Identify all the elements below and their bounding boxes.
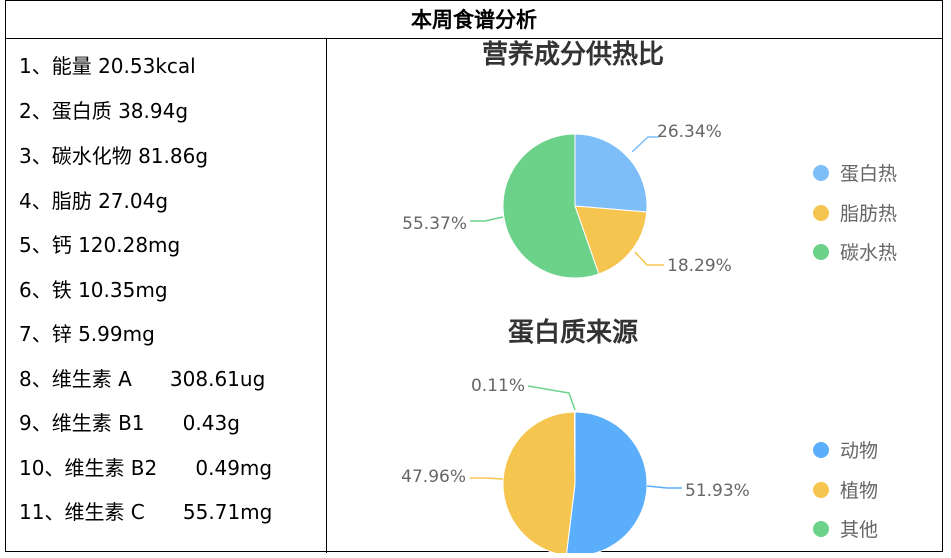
pie-slice	[502, 411, 576, 553]
data-label: 47.96%	[401, 467, 466, 487]
data-label: 18.29%	[667, 256, 732, 276]
nutrient-item: 8、维生素 A 308.61ug	[19, 367, 266, 391]
label-leader-line	[634, 251, 664, 266]
label-leader-line	[646, 485, 682, 489]
chart-title: 营养成分供热比	[482, 39, 664, 70]
pie-slice	[502, 133, 600, 279]
pie-slice	[566, 411, 648, 553]
legend-marker	[813, 442, 829, 458]
data-label: 55.37%	[402, 214, 467, 234]
legend-label: 脂肪热	[840, 203, 897, 225]
label-leader-line	[470, 477, 504, 480]
data-label: 51.93%	[685, 481, 750, 501]
page-title: 本周食谱分析	[6, 1, 942, 39]
nutrient-item: 9、维生素 B1 0.43g	[19, 411, 240, 435]
legend-marker	[813, 205, 829, 221]
nutrient-item: 4、脂肪 27.04g	[19, 189, 169, 213]
legend-marker	[813, 165, 829, 181]
legend-marker	[813, 244, 829, 260]
data-label: 26.34%	[657, 122, 722, 142]
label-leader-line	[527, 385, 576, 411]
data-label: 0.11%	[471, 376, 525, 396]
legend-label: 碳水热	[840, 242, 897, 264]
label-leader-line	[470, 216, 504, 222]
label-leader-line	[631, 136, 659, 153]
legend-label: 动物	[840, 440, 878, 462]
legend-marker	[813, 521, 829, 537]
nutrient-item: 6、铁 10.35mg	[19, 278, 168, 302]
nutrient-item: 3、碳水化物 81.86g	[19, 144, 209, 168]
chart-title: 蛋白质来源	[508, 317, 638, 348]
recipe-analysis-table: 本周食谱分析 1、能量 20.53kcal 2、蛋白质 38.94g 3、碳水化…	[5, 0, 943, 553]
legend-marker	[813, 482, 829, 498]
legend-label: 植物	[840, 480, 878, 502]
nutrient-item: 2、蛋白质 38.94g	[19, 99, 189, 123]
pie-slice	[573, 411, 576, 485]
nutrient-item: 1、能量 20.53kcal	[19, 54, 196, 78]
legend-label: 蛋白热	[840, 163, 897, 185]
nutrient-list: 1、能量 20.53kcal 2、蛋白质 38.94g 3、碳水化物 81.86…	[6, 39, 327, 553]
legend-label: 其他	[840, 519, 878, 541]
nutrient-item: 5、钙 120.28mg	[19, 233, 181, 257]
nutrient-item: 11、维生素 C 55.71mg	[19, 500, 273, 524]
pie-slice	[574, 133, 648, 213]
nutrient-item: 10、维生素 B2 0.49mg	[19, 456, 273, 480]
charts-panel: 营养成分供热比 26.34% 蛋白热 18.29% 脂肪热 55.37% 碳水热蛋白质来源 5…	[327, 39, 942, 553]
nutrient-item: 7、锌 5.99mg	[19, 322, 155, 346]
